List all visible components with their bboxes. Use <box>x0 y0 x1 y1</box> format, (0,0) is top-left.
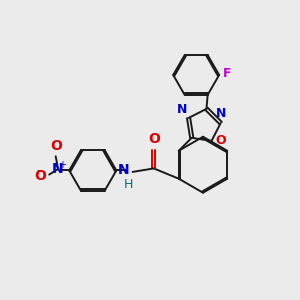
Text: -: - <box>37 165 42 178</box>
Text: N: N <box>177 103 187 116</box>
Text: O: O <box>34 169 46 183</box>
Text: O: O <box>148 132 160 146</box>
Text: F: F <box>223 67 232 80</box>
Text: N: N <box>117 164 129 178</box>
Text: O: O <box>50 139 62 152</box>
Text: O: O <box>215 134 226 147</box>
Text: N: N <box>52 162 64 176</box>
Text: N: N <box>215 106 226 119</box>
Text: H: H <box>124 178 134 191</box>
Text: +: + <box>58 160 66 170</box>
